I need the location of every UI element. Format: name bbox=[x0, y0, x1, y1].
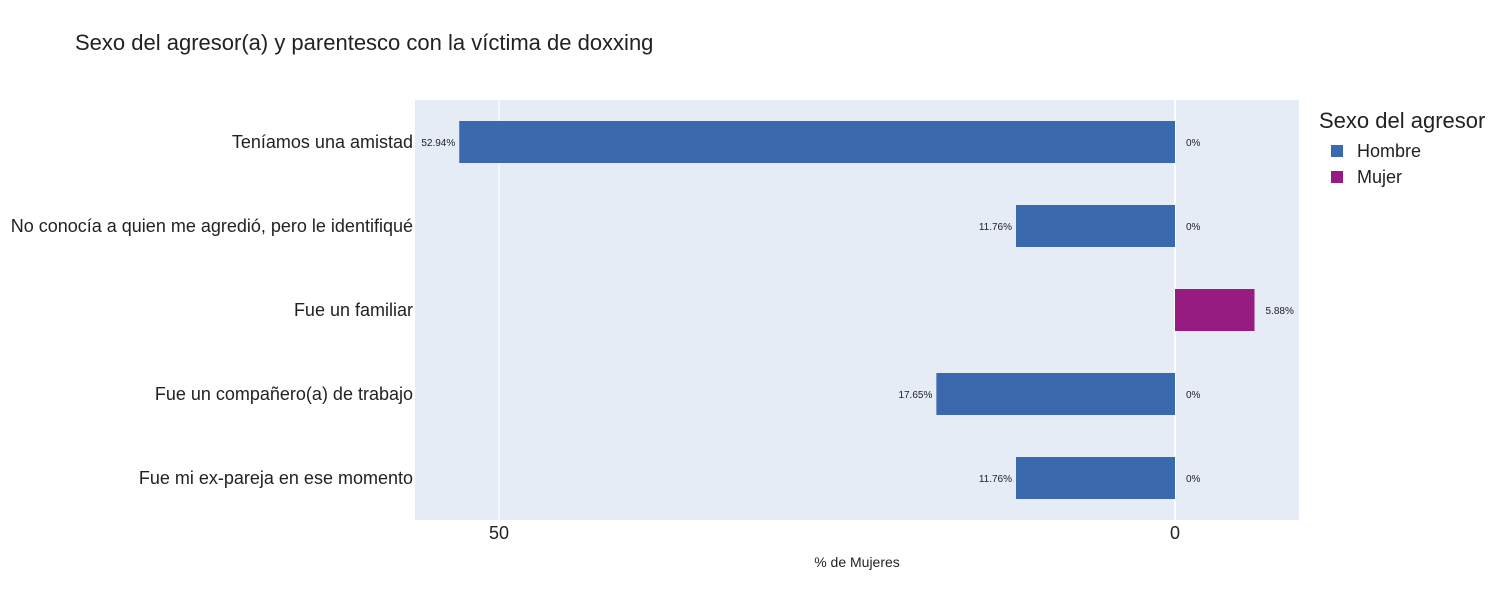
legend-item-hombre[interactable]: Hombre bbox=[1319, 138, 1485, 164]
category-label-teniamos-una-amistad: Teníamos una amistad bbox=[232, 132, 413, 152]
plot-background bbox=[415, 100, 1299, 520]
data-label-hombre-4: 11.76% bbox=[979, 474, 1012, 485]
category-label-fue-un-companero-a-de-trabajo: Fue un compañero(a) de trabajo bbox=[155, 384, 413, 404]
bar-hombre-0 bbox=[459, 121, 1175, 163]
legend: Sexo del agresor Hombre Mujer bbox=[1319, 108, 1485, 190]
bar-hombre-4 bbox=[1016, 457, 1175, 499]
x-axis-title: % de Mujeres bbox=[814, 554, 900, 570]
bar-hombre-3 bbox=[936, 373, 1175, 415]
legend-swatch-mujer bbox=[1331, 171, 1343, 183]
data-label-mujer-1: 0% bbox=[1186, 222, 1201, 233]
x-tick-label-0: 0 bbox=[1170, 523, 1180, 543]
data-label-hombre-1: 11.76% bbox=[979, 222, 1012, 233]
data-label-mujer-0: 0% bbox=[1186, 138, 1201, 149]
category-label-no-conocia-a-quien-me-agredio-pero-le-identifique: No conocía a quien me agredió, pero le i… bbox=[11, 216, 413, 236]
x-tick-label-50: 50 bbox=[489, 523, 509, 543]
legend-item-mujer[interactable]: Mujer bbox=[1319, 164, 1485, 190]
data-label-mujer-3: 0% bbox=[1186, 390, 1201, 401]
chart-title: Sexo del agresor(a) y parentesco con la … bbox=[75, 30, 654, 55]
legend-label-mujer: Mujer bbox=[1357, 166, 1403, 187]
data-label-mujer-4: 0% bbox=[1186, 474, 1201, 485]
legend-label-hombre: Hombre bbox=[1357, 140, 1422, 161]
legend-title: Sexo del agresor bbox=[1319, 108, 1486, 133]
data-label-hombre-0: 52.94% bbox=[421, 138, 455, 149]
bar-hombre-1 bbox=[1016, 205, 1175, 247]
category-label-fue-mi-ex-pareja-en-ese-momento: Fue mi ex-pareja en ese momento bbox=[139, 468, 413, 488]
category-label-fue-un-familiar: Fue un familiar bbox=[294, 300, 413, 320]
legend-swatch-hombre bbox=[1331, 145, 1343, 157]
data-label-hombre-3: 17.65% bbox=[898, 390, 932, 401]
bar-mujer-2 bbox=[1175, 289, 1255, 331]
data-label-mujer-2: 5.88% bbox=[1265, 306, 1293, 317]
